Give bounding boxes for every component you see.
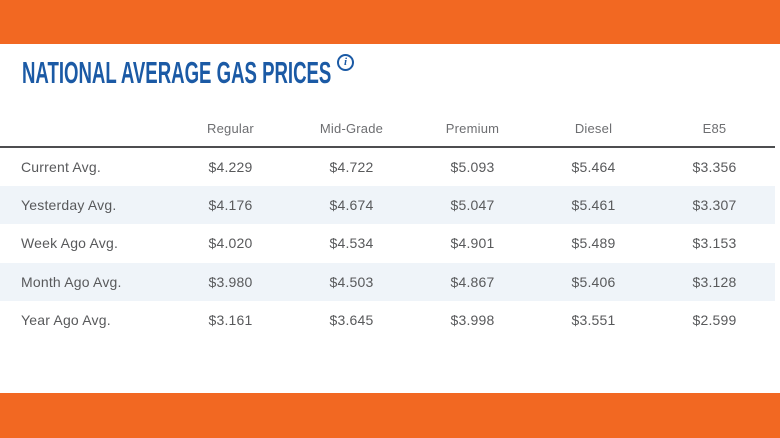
row-label: Yesterday Avg. xyxy=(21,196,117,213)
price-cell: $3.645 xyxy=(329,312,374,329)
row-label: Month Ago Avg. xyxy=(21,273,122,290)
price-cell: $3.128 xyxy=(692,273,737,290)
page-title: NATIONAL AVERAGE GAS PRICES xyxy=(22,55,332,90)
price-cell: $5.464 xyxy=(571,158,616,175)
row-label: Year Ago Avg. xyxy=(21,312,111,329)
price-cell: $3.307 xyxy=(692,196,737,213)
price-cell: $2.599 xyxy=(692,312,737,329)
column-header-e85: E85 xyxy=(702,120,727,136)
price-cell: $5.406 xyxy=(571,273,616,290)
price-cell: $3.980 xyxy=(208,273,253,290)
table-row: Year Ago Avg. $3.161 $3.645 $3.998 $3.55… xyxy=(0,301,775,340)
info-icon[interactable]: i xyxy=(337,54,354,71)
price-cell: $3.153 xyxy=(692,235,737,252)
table-header-row: Regular Mid-Grade Premium Diesel E85 xyxy=(0,110,775,147)
price-cell: $4.176 xyxy=(208,196,253,213)
price-cell: $3.356 xyxy=(692,158,737,175)
gas-prices-table: Regular Mid-Grade Premium Diesel E85 Cur… xyxy=(0,110,775,340)
price-cell: $4.020 xyxy=(208,235,253,252)
row-label: Current Avg. xyxy=(21,158,101,175)
table-row: Month Ago Avg. $3.980 $4.503 $4.867 $5.4… xyxy=(0,262,775,301)
bottom-orange-bar xyxy=(0,393,780,438)
price-cell: $5.093 xyxy=(450,158,495,175)
price-cell: $5.461 xyxy=(571,196,616,213)
price-cell: $3.551 xyxy=(571,312,616,329)
price-cell: $4.534 xyxy=(329,235,374,252)
column-header-regular: Regular xyxy=(207,120,254,136)
column-header-midgrade: Mid-Grade xyxy=(319,120,384,136)
price-cell: $4.901 xyxy=(450,235,495,252)
column-header-premium: Premium xyxy=(445,120,500,136)
column-header-diesel: Diesel xyxy=(574,120,613,136)
row-label: Week Ago Avg. xyxy=(21,235,119,252)
price-cell: $5.047 xyxy=(450,196,495,213)
price-cell: $4.867 xyxy=(450,273,495,290)
price-cell: $4.229 xyxy=(208,158,253,175)
table-row: Week Ago Avg. $4.020 $4.534 $4.901 $5.48… xyxy=(0,224,775,263)
price-cell: $3.998 xyxy=(450,312,495,329)
column-header-blank xyxy=(0,110,170,147)
price-cell: $4.722 xyxy=(329,158,374,175)
price-cell: $4.674 xyxy=(329,196,374,213)
top-orange-bar xyxy=(0,0,780,44)
price-cell: $3.161 xyxy=(208,312,253,329)
table-row: Current Avg. $4.229 $4.722 $5.093 $5.464… xyxy=(0,147,775,186)
price-cell: $5.489 xyxy=(571,235,616,252)
table-row: Yesterday Avg. $4.176 $4.674 $5.047 $5.4… xyxy=(0,185,775,224)
price-cell: $4.503 xyxy=(329,273,374,290)
